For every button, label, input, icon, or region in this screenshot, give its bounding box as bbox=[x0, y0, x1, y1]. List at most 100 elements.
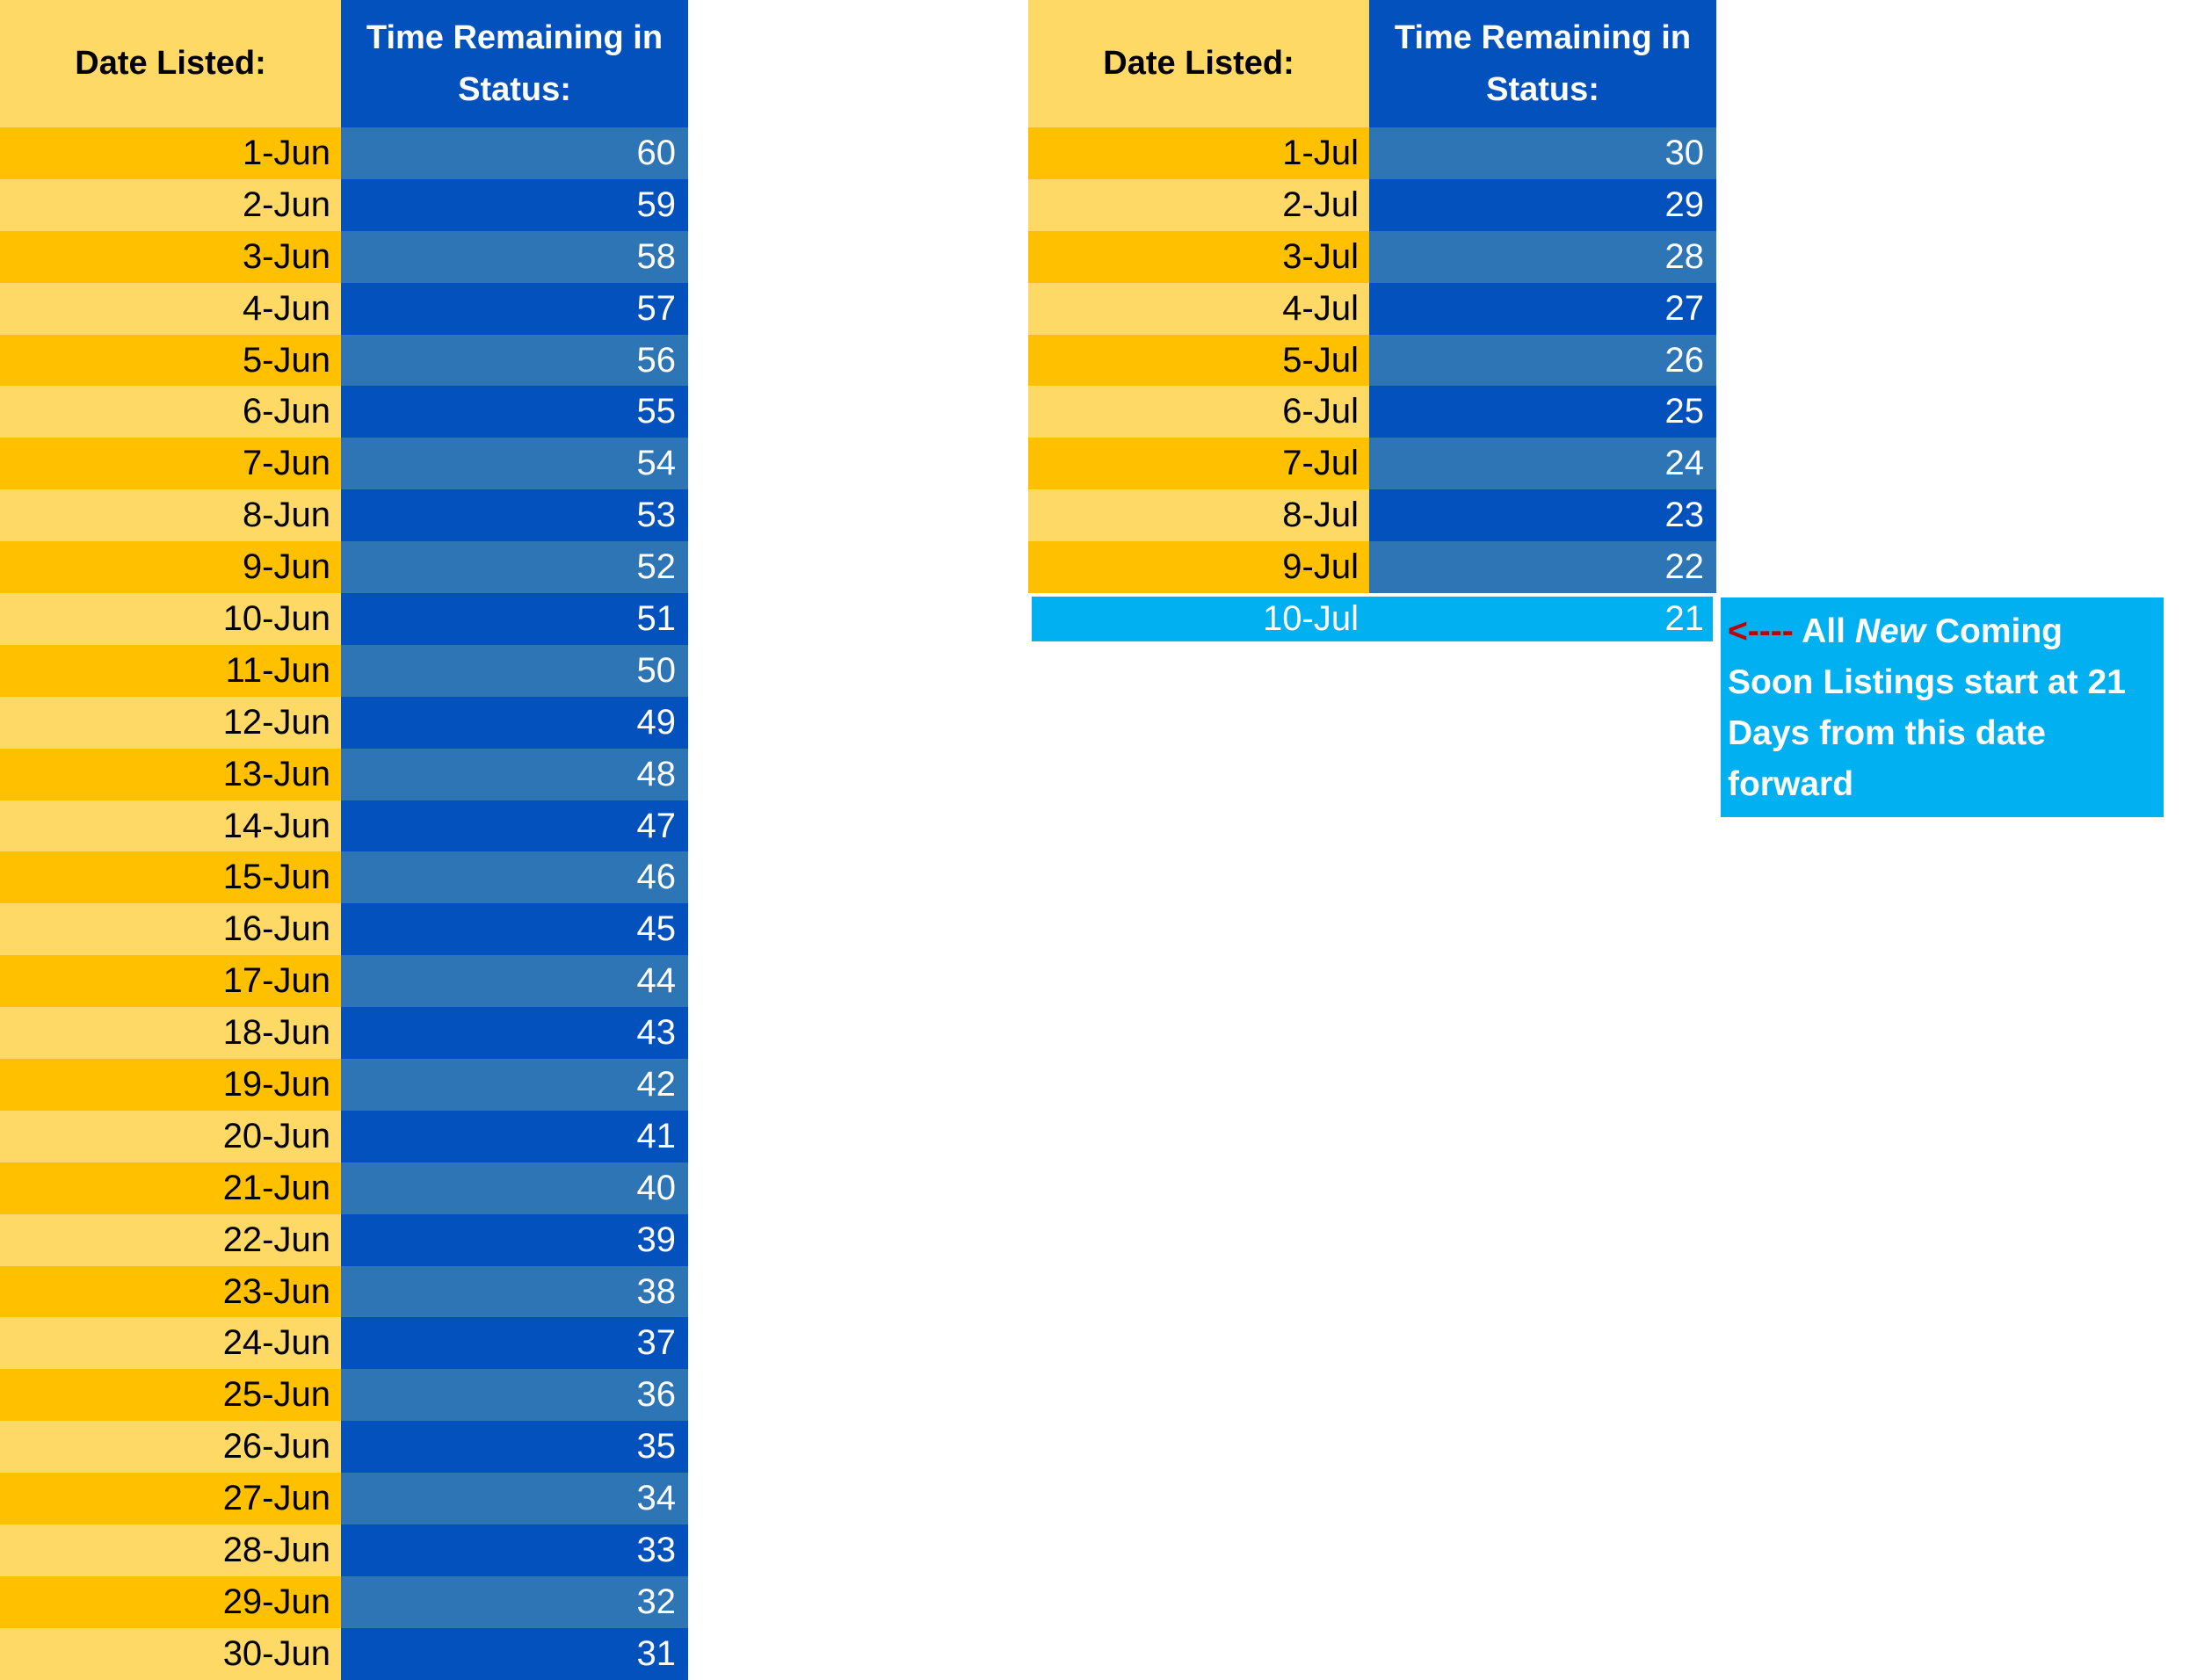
june-table-row: 10-Jun 51 bbox=[0, 593, 688, 645]
june-table-row: 17-Jun 44 bbox=[0, 955, 688, 1008]
highlight-date-cell: 10-Jul bbox=[1028, 593, 1369, 645]
june-date-cell: 27-Jun bbox=[0, 1473, 341, 1525]
june-value-cell: 56 bbox=[341, 334, 688, 387]
june-header-date-listed: Date Listed: bbox=[0, 0, 341, 127]
june-value-cell: 42 bbox=[341, 1059, 688, 1111]
june-date-cell: 30-Jun bbox=[0, 1627, 341, 1680]
june-value-cell: 43 bbox=[341, 1007, 688, 1060]
june-value-cell: 53 bbox=[341, 489, 688, 542]
june-table-row: 18-Jun 43 bbox=[0, 1007, 688, 1060]
june-value-cell: 44 bbox=[341, 955, 688, 1008]
july-table-header: Date Listed: Time Remaining in Status: bbox=[1028, 0, 1716, 127]
july-header-time-remaining: Time Remaining in Status: bbox=[1369, 0, 1716, 127]
june-table-row: 25-Jun 36 bbox=[0, 1369, 688, 1422]
june-table-row: 7-Jun 54 bbox=[0, 438, 688, 490]
june-date-cell: 4-Jun bbox=[0, 282, 341, 335]
june-value-cell: 35 bbox=[341, 1421, 688, 1474]
july-date-cell: 6-Jul bbox=[1028, 386, 1369, 438]
june-value-cell: 48 bbox=[341, 748, 688, 800]
june-table-row: 11-Jun 50 bbox=[0, 644, 688, 697]
note-arrow: <---- bbox=[1728, 612, 1794, 650]
june-value-cell: 45 bbox=[341, 903, 688, 956]
june-table-row: 6-Jun 55 bbox=[0, 386, 688, 438]
june-table-header: Date Listed: Time Remaining in Status: bbox=[0, 0, 688, 127]
highlight-value-cell: 21 bbox=[1369, 593, 1716, 645]
july-date-cell: 8-Jul bbox=[1028, 489, 1369, 542]
july-date-cell: 4-Jul bbox=[1028, 282, 1369, 335]
july-table-row: 9-Jul 22 bbox=[1028, 541, 1716, 594]
june-header-time-remaining: Time Remaining in Status: bbox=[341, 0, 688, 127]
july-table-row: 1-Jul 30 bbox=[1028, 127, 1716, 179]
june-table-row: 15-Jun 46 bbox=[0, 851, 688, 904]
june-date-cell: 15-Jun bbox=[0, 851, 341, 904]
june-value-cell: 38 bbox=[341, 1265, 688, 1318]
june-table-row: 27-Jun 34 bbox=[0, 1473, 688, 1525]
july-value-cell: 23 bbox=[1369, 489, 1716, 542]
july-date-cell: 5-Jul bbox=[1028, 334, 1369, 387]
june-value-cell: 52 bbox=[341, 541, 688, 594]
june-date-cell: 21-Jun bbox=[0, 1162, 341, 1214]
june-date-cell: 26-Jun bbox=[0, 1421, 341, 1474]
june-date-cell: 19-Jun bbox=[0, 1059, 341, 1111]
june-value-cell: 59 bbox=[341, 178, 688, 231]
june-value-cell: 33 bbox=[341, 1524, 688, 1576]
june-table-row: 2-Jun 59 bbox=[0, 178, 688, 231]
june-value-cell: 37 bbox=[341, 1317, 688, 1370]
june-value-cell: 60 bbox=[341, 127, 688, 179]
july-value-cell: 25 bbox=[1369, 386, 1716, 438]
june-value-cell: 54 bbox=[341, 438, 688, 490]
june-value-cell: 41 bbox=[341, 1110, 688, 1162]
june-date-cell: 10-Jun bbox=[0, 593, 341, 645]
note-text-after: Coming Soon Listings start at 21 Days fr… bbox=[1728, 612, 2126, 803]
june-date-cell: 17-Jun bbox=[0, 955, 341, 1008]
june-table-row: 23-Jun 38 bbox=[0, 1265, 688, 1318]
june-date-cell: 5-Jun bbox=[0, 334, 341, 387]
june-value-cell: 40 bbox=[341, 1162, 688, 1214]
june-date-cell: 3-Jun bbox=[0, 230, 341, 283]
june-table-row: 26-Jun 35 bbox=[0, 1421, 688, 1474]
july-table-row: 3-Jul 28 bbox=[1028, 230, 1716, 283]
note-text-before: All bbox=[1802, 612, 1845, 650]
july-value-cell: 28 bbox=[1369, 230, 1716, 283]
july-date-cell: 1-Jul bbox=[1028, 127, 1369, 179]
june-table-row: 5-Jun 56 bbox=[0, 334, 688, 387]
june-date-cell: 12-Jun bbox=[0, 696, 341, 749]
july-date-cell: 3-Jul bbox=[1028, 230, 1369, 283]
june-table-row: 20-Jun 41 bbox=[0, 1110, 688, 1162]
june-table-row: 9-Jun 52 bbox=[0, 541, 688, 594]
july-table-row: 2-Jul 29 bbox=[1028, 178, 1716, 231]
june-value-cell: 57 bbox=[341, 282, 688, 335]
june-date-cell: 23-Jun bbox=[0, 1265, 341, 1318]
july-value-cell: 29 bbox=[1369, 178, 1716, 231]
june-date-cell: 7-Jun bbox=[0, 438, 341, 490]
june-table-row: 4-Jun 57 bbox=[0, 282, 688, 335]
july-highlight-row: 10-Jul 21 bbox=[1028, 593, 1716, 645]
july-table-row: 8-Jul 23 bbox=[1028, 489, 1716, 542]
june-value-cell: 50 bbox=[341, 644, 688, 697]
july-table-row: 7-Jul 24 bbox=[1028, 438, 1716, 490]
june-date-cell: 25-Jun bbox=[0, 1369, 341, 1422]
july-table: Date Listed: Time Remaining in Status: 1… bbox=[1028, 0, 1716, 645]
june-table-row: 28-Jun 33 bbox=[0, 1524, 688, 1576]
june-table-row: 24-Jun 37 bbox=[0, 1317, 688, 1370]
june-date-cell: 24-Jun bbox=[0, 1317, 341, 1370]
june-date-cell: 1-Jun bbox=[0, 127, 341, 179]
july-date-cell: 9-Jul bbox=[1028, 541, 1369, 594]
june-table-row: 13-Jun 48 bbox=[0, 748, 688, 800]
july-header-date-listed: Date Listed: bbox=[1028, 0, 1369, 127]
july-table-row: 6-Jul 25 bbox=[1028, 386, 1716, 438]
july-value-cell: 26 bbox=[1369, 334, 1716, 387]
june-date-cell: 9-Jun bbox=[0, 541, 341, 594]
june-value-cell: 31 bbox=[341, 1627, 688, 1680]
june-value-cell: 58 bbox=[341, 230, 688, 283]
june-table-row: 29-Jun 32 bbox=[0, 1575, 688, 1628]
june-date-cell: 18-Jun bbox=[0, 1007, 341, 1060]
june-table-row: 21-Jun 40 bbox=[0, 1162, 688, 1214]
june-value-cell: 46 bbox=[341, 851, 688, 904]
june-date-cell: 13-Jun bbox=[0, 748, 341, 800]
july-value-cell: 27 bbox=[1369, 282, 1716, 335]
note-emphasis: New bbox=[1854, 612, 1926, 650]
june-table-row: 16-Jun 45 bbox=[0, 903, 688, 956]
june-table-row: 1-Jun 60 bbox=[0, 127, 688, 179]
june-table-row: 14-Jun 47 bbox=[0, 800, 688, 852]
